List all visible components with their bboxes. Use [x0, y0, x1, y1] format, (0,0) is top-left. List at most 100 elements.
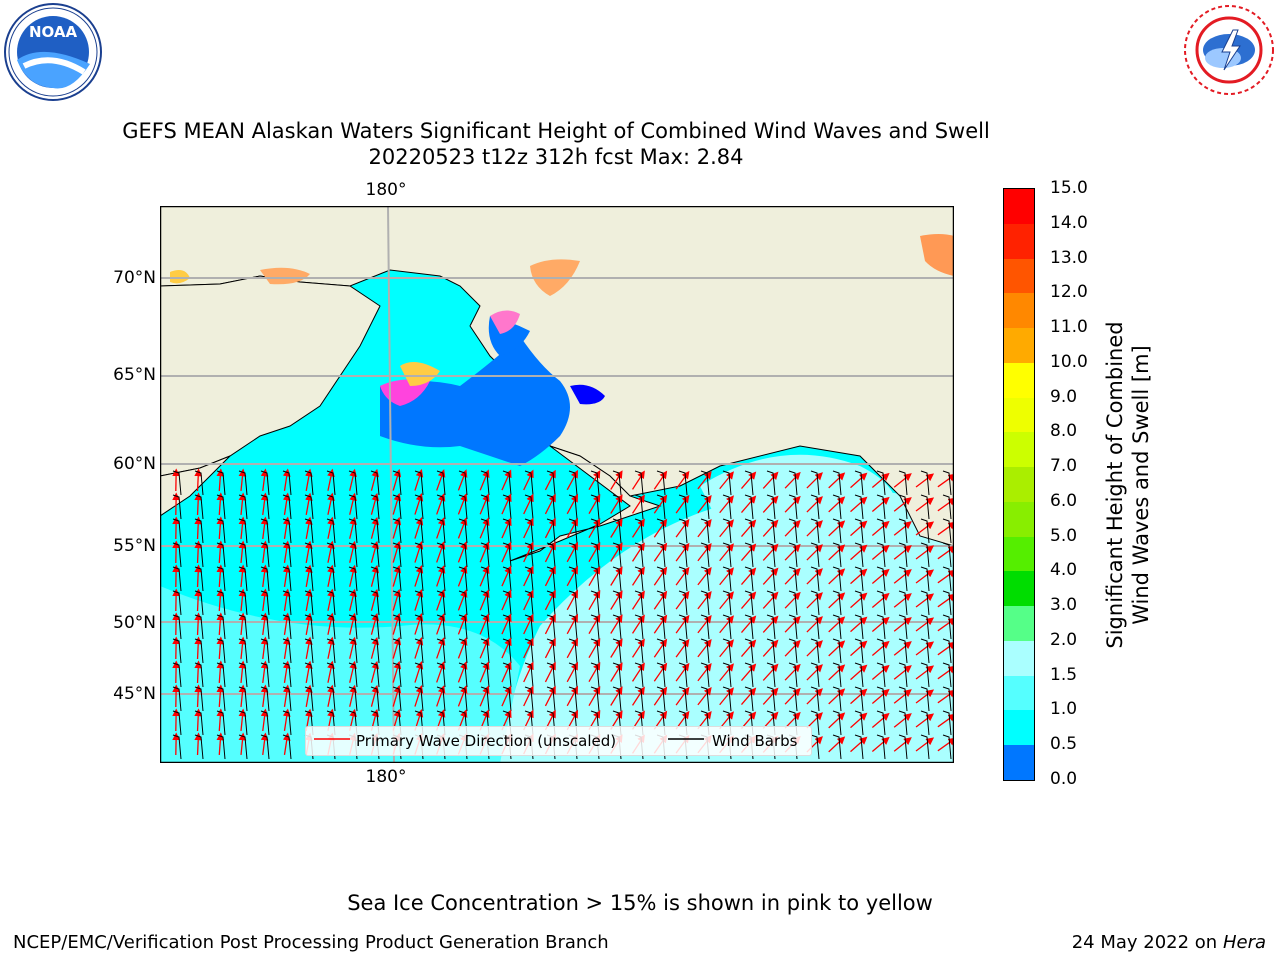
wave-height-1-5m-area	[160, 586, 520, 763]
wind-barb	[194, 566, 204, 592]
wave-direction-arrow	[349, 612, 357, 635]
footer-right: 24 May 2022 on Hera	[1072, 932, 1266, 953]
wave-direction-arrow	[915, 545, 935, 560]
wind-barb	[216, 494, 226, 520]
wind-barb	[370, 638, 380, 664]
wave-direction-arrow	[850, 592, 868, 609]
wave-direction-arrow	[871, 640, 890, 656]
wave-direction-arrow	[697, 471, 712, 490]
wave-direction-arrow	[784, 615, 801, 633]
wind-barb	[326, 686, 336, 712]
wind-barb	[612, 494, 622, 520]
wind-barb	[348, 638, 358, 664]
wind-barb	[194, 734, 204, 760]
wind-barb	[656, 686, 666, 712]
wind-barb	[326, 590, 336, 616]
wave-direction-arrow	[370, 684, 379, 707]
wave-direction-arrow	[260, 564, 269, 588]
wave-direction-arrow	[392, 636, 402, 659]
wave-direction-arrow	[675, 662, 690, 682]
wind-barb	[348, 542, 358, 568]
wave-direction-arrow	[327, 516, 335, 539]
wind-barb	[700, 470, 710, 496]
wind-barb	[612, 662, 622, 688]
lat-label-55: 55°N	[113, 536, 156, 556]
wave-direction-arrow	[282, 612, 291, 635]
wave-direction-arrow	[305, 540, 313, 563]
wave-direction-arrow	[850, 712, 868, 729]
wave-direction-arrow	[784, 711, 801, 729]
wind-barb	[260, 710, 270, 736]
wind-barb	[172, 614, 182, 640]
wind-barb	[458, 542, 468, 568]
wave-direction-arrow	[392, 540, 402, 563]
wind-barb	[546, 686, 556, 712]
wave-direction-arrow	[653, 614, 668, 634]
wind-barb	[436, 470, 446, 496]
wave-direction-arrow	[653, 566, 668, 586]
wind-barb	[634, 494, 644, 520]
wind-barb	[854, 518, 864, 544]
wave-direction-arrow	[762, 591, 779, 609]
wave-direction-arrow	[194, 588, 203, 612]
chart-title-line2: 20220523 t12z 312h fcst Max: 2.84	[368, 145, 744, 169]
wind-barb	[700, 662, 710, 688]
wave-direction-arrow	[719, 543, 734, 562]
wave-direction-arrow	[850, 640, 868, 657]
wind-barb	[766, 542, 776, 568]
wind-barb	[788, 638, 798, 664]
wind-barb	[304, 686, 314, 712]
wind-barb	[854, 662, 864, 688]
wind-barb	[568, 590, 578, 616]
wind-barb	[656, 542, 666, 568]
wind-barb	[612, 566, 622, 592]
wind-barb	[568, 638, 578, 664]
wind-barb	[590, 662, 600, 688]
wind-barb	[832, 638, 842, 664]
wave-direction-arrow	[260, 468, 269, 492]
wave-direction-arrow	[349, 564, 357, 587]
wind-barb	[458, 566, 468, 592]
wave-direction-arrow	[327, 588, 335, 611]
wave-direction-arrow	[828, 544, 846, 561]
colorbar-tick-label: 1.0	[1050, 699, 1078, 720]
wind-barb	[722, 662, 732, 688]
wind-barb	[480, 566, 490, 592]
wind-barb	[920, 734, 930, 760]
wind-barb	[678, 662, 688, 688]
wind-barb	[480, 470, 490, 496]
wave-direction-arrow	[479, 517, 490, 539]
wave-direction-arrow	[762, 543, 779, 561]
wind-barb	[942, 566, 952, 592]
wave-direction-arrow	[740, 663, 757, 682]
wind-barb	[458, 470, 468, 496]
wind-barb	[414, 638, 424, 664]
sea-ice-note: Sea Ice Concentration > 15% is shown in …	[347, 891, 933, 915]
wind-barb	[766, 590, 776, 616]
wind-barb	[942, 686, 952, 712]
wave-direction-arrow	[871, 544, 890, 560]
wave-direction-arrow	[392, 660, 402, 683]
wave-direction-arrow	[327, 636, 335, 659]
wave-direction-arrow	[327, 564, 335, 587]
wind-barb	[502, 566, 512, 592]
wave-direction-arrow	[740, 471, 757, 490]
wind-barb	[436, 638, 446, 664]
wind-barb	[238, 518, 248, 544]
wind-barb	[656, 662, 666, 688]
wind-barb	[744, 494, 754, 520]
wind-barb	[590, 614, 600, 640]
wind-barb	[678, 686, 688, 712]
wind-barb	[854, 566, 864, 592]
wind-barb	[370, 590, 380, 616]
wind-barb	[634, 566, 644, 592]
wind-barb	[876, 494, 886, 520]
wave-direction-arrow	[216, 732, 225, 756]
colorbar-segment	[1004, 640, 1034, 677]
wind-barb	[172, 470, 182, 496]
wave-direction-arrow	[414, 493, 424, 515]
wind-barb	[942, 470, 952, 496]
wind-barb	[568, 542, 578, 568]
wave-direction-arrow	[871, 712, 890, 728]
colorbar-segment	[1004, 501, 1034, 538]
